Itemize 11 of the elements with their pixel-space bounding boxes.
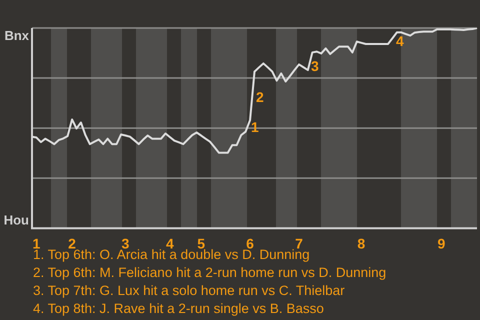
text: 2. Top 6th: M. Feliciano hit a 2-run home run vs D. Dunning (33, 264, 386, 282)
text: Bnx (4, 28, 30, 44)
annotation: 4 (396, 32, 404, 49)
annotation: 2 (256, 88, 264, 105)
text: 3. Top 7th: G. Lux hit a solo home run vs C. Thielbar (33, 282, 346, 300)
x-tick-label: 8 (357, 235, 366, 252)
text: 4. Top 8th: J. Rave hit a 2-run single vs B. Basso (33, 300, 325, 318)
x-tick-label: 9 (438, 235, 446, 252)
text: Hou (4, 212, 30, 228)
annotation: 3 (311, 58, 319, 74)
annotation: 1 (251, 118, 259, 135)
